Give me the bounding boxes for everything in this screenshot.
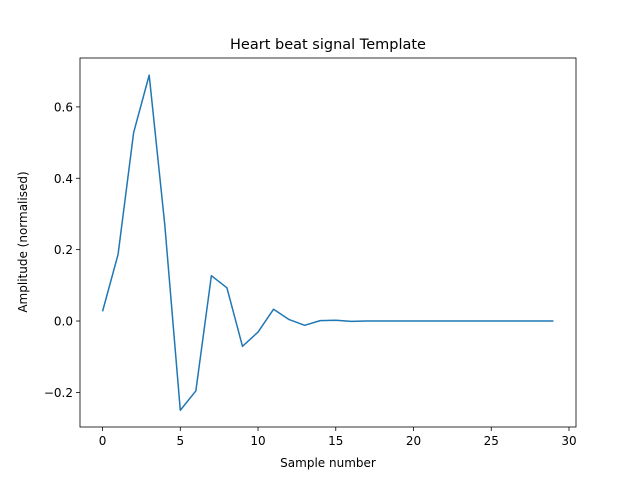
y-tick-label: 0.6 xyxy=(54,100,73,114)
axes-frame xyxy=(79,57,577,428)
x-tick-label: 30 xyxy=(561,434,576,448)
x-tick-label: 10 xyxy=(250,434,265,448)
x-tick-label: 20 xyxy=(406,434,421,448)
x-tick-label: 0 xyxy=(99,434,107,448)
y-axis-label: Amplitude (normalised) xyxy=(16,171,30,312)
y-tick-label: 0.2 xyxy=(54,243,73,257)
series-line-0 xyxy=(101,74,554,411)
y-tick-label: −0.2 xyxy=(44,386,73,400)
y-tick-label: 0.0 xyxy=(54,315,73,329)
x-tick-label: 5 xyxy=(176,434,184,448)
y-tick-label: 0.4 xyxy=(54,172,73,186)
x-tick-label: 15 xyxy=(328,434,343,448)
x-axis-label: Sample number xyxy=(280,456,376,470)
plot-area: 0 5 10 15 20 25 30 −0.2 0.0 0.2 0.4 0.6 xyxy=(44,57,577,448)
x-tick-label: 25 xyxy=(484,434,499,448)
chart-title: Heart beat signal Template xyxy=(230,37,426,53)
